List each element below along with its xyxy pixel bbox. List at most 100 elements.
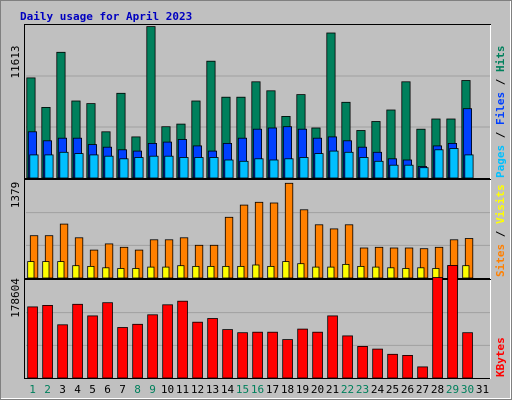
kbytes-bar-day-24 [372,348,383,379]
sites-bar-day-23 [357,265,365,279]
x-tick-day-27: 27 [416,383,429,396]
hits-ymax-label: 11613 [9,45,22,78]
sites-bar-day-12 [192,265,200,279]
pages-bar-day-7 [119,158,129,179]
legend-pages: Pages [494,145,507,178]
x-tick-day-5: 5 [89,383,96,396]
sites-bar-day-21 [327,266,335,279]
sites-bar-day-17 [267,265,275,279]
x-tick-day-4: 4 [74,383,81,396]
kbytes-bar-day-4 [72,303,83,379]
x-tick-day-7: 7 [119,383,126,396]
x-tick-day-8: 8 [134,383,141,396]
x-tick-day-28: 28 [431,383,444,396]
kbytes-bar-day-11 [177,300,188,379]
kbytes-bar-day-7 [117,327,128,379]
pages-bar-day-27 [419,167,429,179]
kbytes-bar-day-15 [237,332,248,379]
sites-bar-day-22 [342,263,350,279]
legend-sep-3: / [494,224,507,244]
sites-bar-day-28 [432,268,440,279]
kbytes-bar-day-14 [222,329,233,379]
pages-bar-day-5 [89,154,99,179]
x-tick-day-21: 21 [326,383,339,396]
kbytes-bar-day-12 [192,321,203,379]
legend-sep-1: / [494,125,507,145]
kbytes-bar-day-22 [342,335,353,379]
x-tick-day-12: 12 [191,383,204,396]
sites-bar-day-2 [42,261,50,279]
kbytes-bar-day-29 [447,264,458,379]
x-tick-day-23: 23 [356,383,369,396]
kbytes-bar-day-16 [252,331,263,379]
pages-bar-day-26 [404,164,414,179]
kbytes-bar-day-20 [312,331,323,379]
pages-bar-day-18 [284,158,294,179]
svg-text:Pages / Files / Hits: Pages / Files / Hits [494,46,507,179]
x-tick-day-17: 17 [266,383,279,396]
kbytes-bar-day-23 [357,345,368,379]
pages-bar-day-15 [239,160,249,179]
x-tick-day-30: 30 [461,383,474,396]
pages-bar-day-25 [389,164,399,179]
kbytes-bar-day-8 [132,323,143,379]
pages-bar-day-19 [299,157,309,179]
pages-bar-day-21 [329,150,339,179]
pages-bar-day-11 [179,157,189,179]
kbytes-bar-day-6 [102,302,113,379]
sites-bar-day-24 [372,266,380,279]
kbytes-bar-day-27 [417,366,428,379]
x-tick-day-18: 18 [281,383,294,396]
pages-bar-day-13 [209,157,219,179]
sites-bar-day-7 [117,268,125,279]
kbytes-bar-day-26 [402,354,413,379]
sites-bar-day-4 [72,265,80,279]
x-tick-day-6: 6 [104,383,111,396]
pages-bar-day-30 [464,154,474,179]
x-tick-day-10: 10 [161,383,174,396]
pages-bar-day-24 [374,160,384,179]
pages-bar-day-1 [29,154,39,179]
sites-bar-day-18 [282,261,290,279]
kbytes-bar-day-21 [327,315,338,379]
pages-bar-day-8 [134,157,144,179]
sites-bar-day-26 [402,268,410,279]
kbytes-bar-day-9 [147,314,158,379]
kbytes-bar-day-28 [432,277,443,379]
kbytes-bar-day-17 [267,331,278,379]
pages-bar-day-12 [194,157,204,179]
pages-bar-day-17 [269,159,279,179]
kbytes-bar-day-3 [57,324,68,379]
x-tick-day-22: 22 [341,383,354,396]
kbytes-bar-day-30 [462,332,473,379]
pages-bar-day-6 [104,155,114,179]
kbytes-ymax-label: 178604 [9,278,22,318]
visits-ymax-label: 1379 [9,182,22,209]
pages-bar-day-2 [44,154,54,179]
pages-bar-day-23 [359,157,369,179]
sites-bar-day-16 [252,264,260,279]
sites-bar-day-15 [237,265,245,279]
pages-bar-day-22 [344,151,354,179]
kbytes-bar-day-10 [162,304,173,379]
kbytes-bar-day-1 [27,306,38,379]
x-tick-day-29: 29 [446,383,459,396]
sites-bar-day-11 [177,265,185,279]
chart-title: Daily usage for April 2023 [20,10,192,23]
sites-bar-day-20 [312,266,320,279]
legend-sites: Sites [494,244,507,277]
x-tick-day-11: 11 [176,383,189,396]
sites-bar-day-6 [102,267,110,279]
x-tick-day-24: 24 [371,383,385,396]
pages-bar-day-4 [74,153,84,179]
kbytes-bar-day-25 [387,353,398,379]
pages-bar-day-28 [434,149,444,179]
sites-bar-day-25 [387,267,395,279]
x-tick-day-26: 26 [401,383,414,396]
pages-bar-day-10 [164,155,174,179]
pages-bar-day-14 [224,159,234,179]
legend-sep-2: / [494,72,507,92]
sites-bar-day-5 [87,265,95,279]
sites-bar-day-1 [27,261,35,279]
sites-bar-day-3 [57,261,65,279]
